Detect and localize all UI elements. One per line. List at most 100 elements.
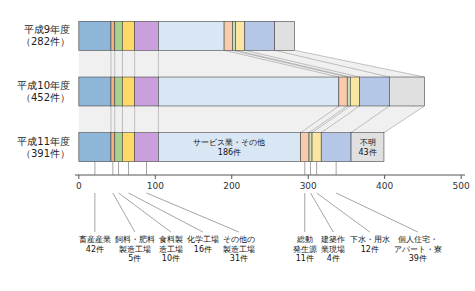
connector-line [110,106,111,133]
segment-annotation: 建築作業現場4件 [320,235,345,263]
leader-line [310,162,311,175]
bar-segment [135,133,159,162]
connector-line [110,50,111,77]
segment-annotation: 化学工場16件 [187,235,219,254]
segment-annotation: 飼料・肥料製造工場5件 [115,235,155,263]
segment-name: 化学工場 [187,235,219,244]
bar-segment [224,21,232,50]
leader-line [94,193,95,232]
segment-name: 総動発生源 [293,235,317,254]
segment-name: その他の製造工場 [223,235,255,254]
leader-line [317,193,370,232]
value-label: 31件 [230,254,248,263]
segment-name: 不明 [360,138,376,147]
bar-segment [309,133,312,162]
bar-segment [158,133,300,162]
connector-line [301,106,339,133]
bar-segment [351,133,384,162]
bar-segment [111,77,115,106]
connector-line [114,50,115,77]
segment-name: 個人住宅・アパート・寮 [394,235,442,254]
leader-line [304,193,305,232]
connector-line [312,106,350,133]
x-tick [155,175,156,179]
x-tick-label: 300 [300,181,317,191]
x-tick [461,175,462,179]
segment-name: サービス業・その他 [193,138,265,147]
bar-segment [233,21,236,50]
value-label: 10件 [162,254,180,263]
connector-line [309,106,347,133]
connector-line [158,50,159,77]
leader-line [129,193,203,232]
chart: 平成9年度（282件） 平成10年度（452件） 平成11年度（391件） 0 100 2… [0,0,475,291]
value-label: 43件 [358,148,376,157]
bar-segment [122,77,134,106]
segment-annotation: その他の製造工場31件 [223,235,255,263]
bar-segment [115,77,123,106]
bar-segment [111,21,115,50]
category-label: 平成9年度（282件） [21,24,70,47]
bar-segment [339,77,347,106]
x-tick-label: 200 [223,181,240,191]
bar-segment [321,133,351,162]
x-tick [384,175,385,179]
x-axis [75,175,465,176]
leader-line [147,193,239,232]
segment-name: 建築作業現場 [320,235,345,254]
value-label: 42件 [86,245,104,254]
segment-name: 下水・用水 [350,235,390,244]
connector [79,50,425,77]
bar-segment [122,21,134,50]
connector-line [158,106,159,133]
connector-line [134,50,135,77]
connector-line [114,106,115,133]
bar-segment [158,21,224,50]
x-tick [231,175,232,179]
connector-line [233,50,348,77]
connector-line [134,106,135,133]
bar-segment [347,77,350,106]
connector-line [122,106,123,133]
plot-area [79,21,425,161]
segment-name: 食料製造工場 [159,235,183,254]
leader-line [304,162,305,175]
segment-annotation: 食料製造工場10件 [159,235,183,263]
connector-line [351,106,389,133]
leader-line [94,162,95,175]
connector-line [224,50,339,77]
category-label: 平成11年度（391件） [17,136,70,159]
connector-line [275,50,390,77]
bar-segment [122,133,134,162]
x-tick-label: 0 [76,181,82,191]
leader-line [336,193,418,232]
leader-line [311,193,334,232]
connector-line [384,106,425,133]
bar-segment [236,21,245,50]
segment-annotation: 総動発生源11件 [293,235,317,263]
segment-name: 畜産産業 [79,235,111,244]
bar-segment [158,77,338,106]
bar-segment [359,77,389,106]
x-tick-label: 100 [147,181,164,191]
value-label: 16件 [194,245,212,254]
value-label: 39件 [409,254,427,263]
leader-line [146,162,147,175]
bar-segment [135,21,159,50]
bar-segment [115,133,123,162]
segment-annotation: 個人住宅・アパート・寮39件 [394,235,442,263]
connector-line [321,106,359,133]
x-tick [78,175,79,179]
bar-segment [111,133,115,162]
bar-segment [79,133,111,162]
connector-line [294,50,424,77]
connector-line [245,50,360,77]
segment-annotation: サービス業・その他186件 [193,138,265,157]
leader-line [119,193,171,232]
category-label: 平成10年度（452件） [17,80,70,103]
segment-annotation: 畜産産業42件 [79,235,111,254]
leader-line [128,162,129,175]
value-label: 11件 [296,254,314,263]
bar-segment [135,77,159,106]
value-label: 186件 [218,148,241,157]
